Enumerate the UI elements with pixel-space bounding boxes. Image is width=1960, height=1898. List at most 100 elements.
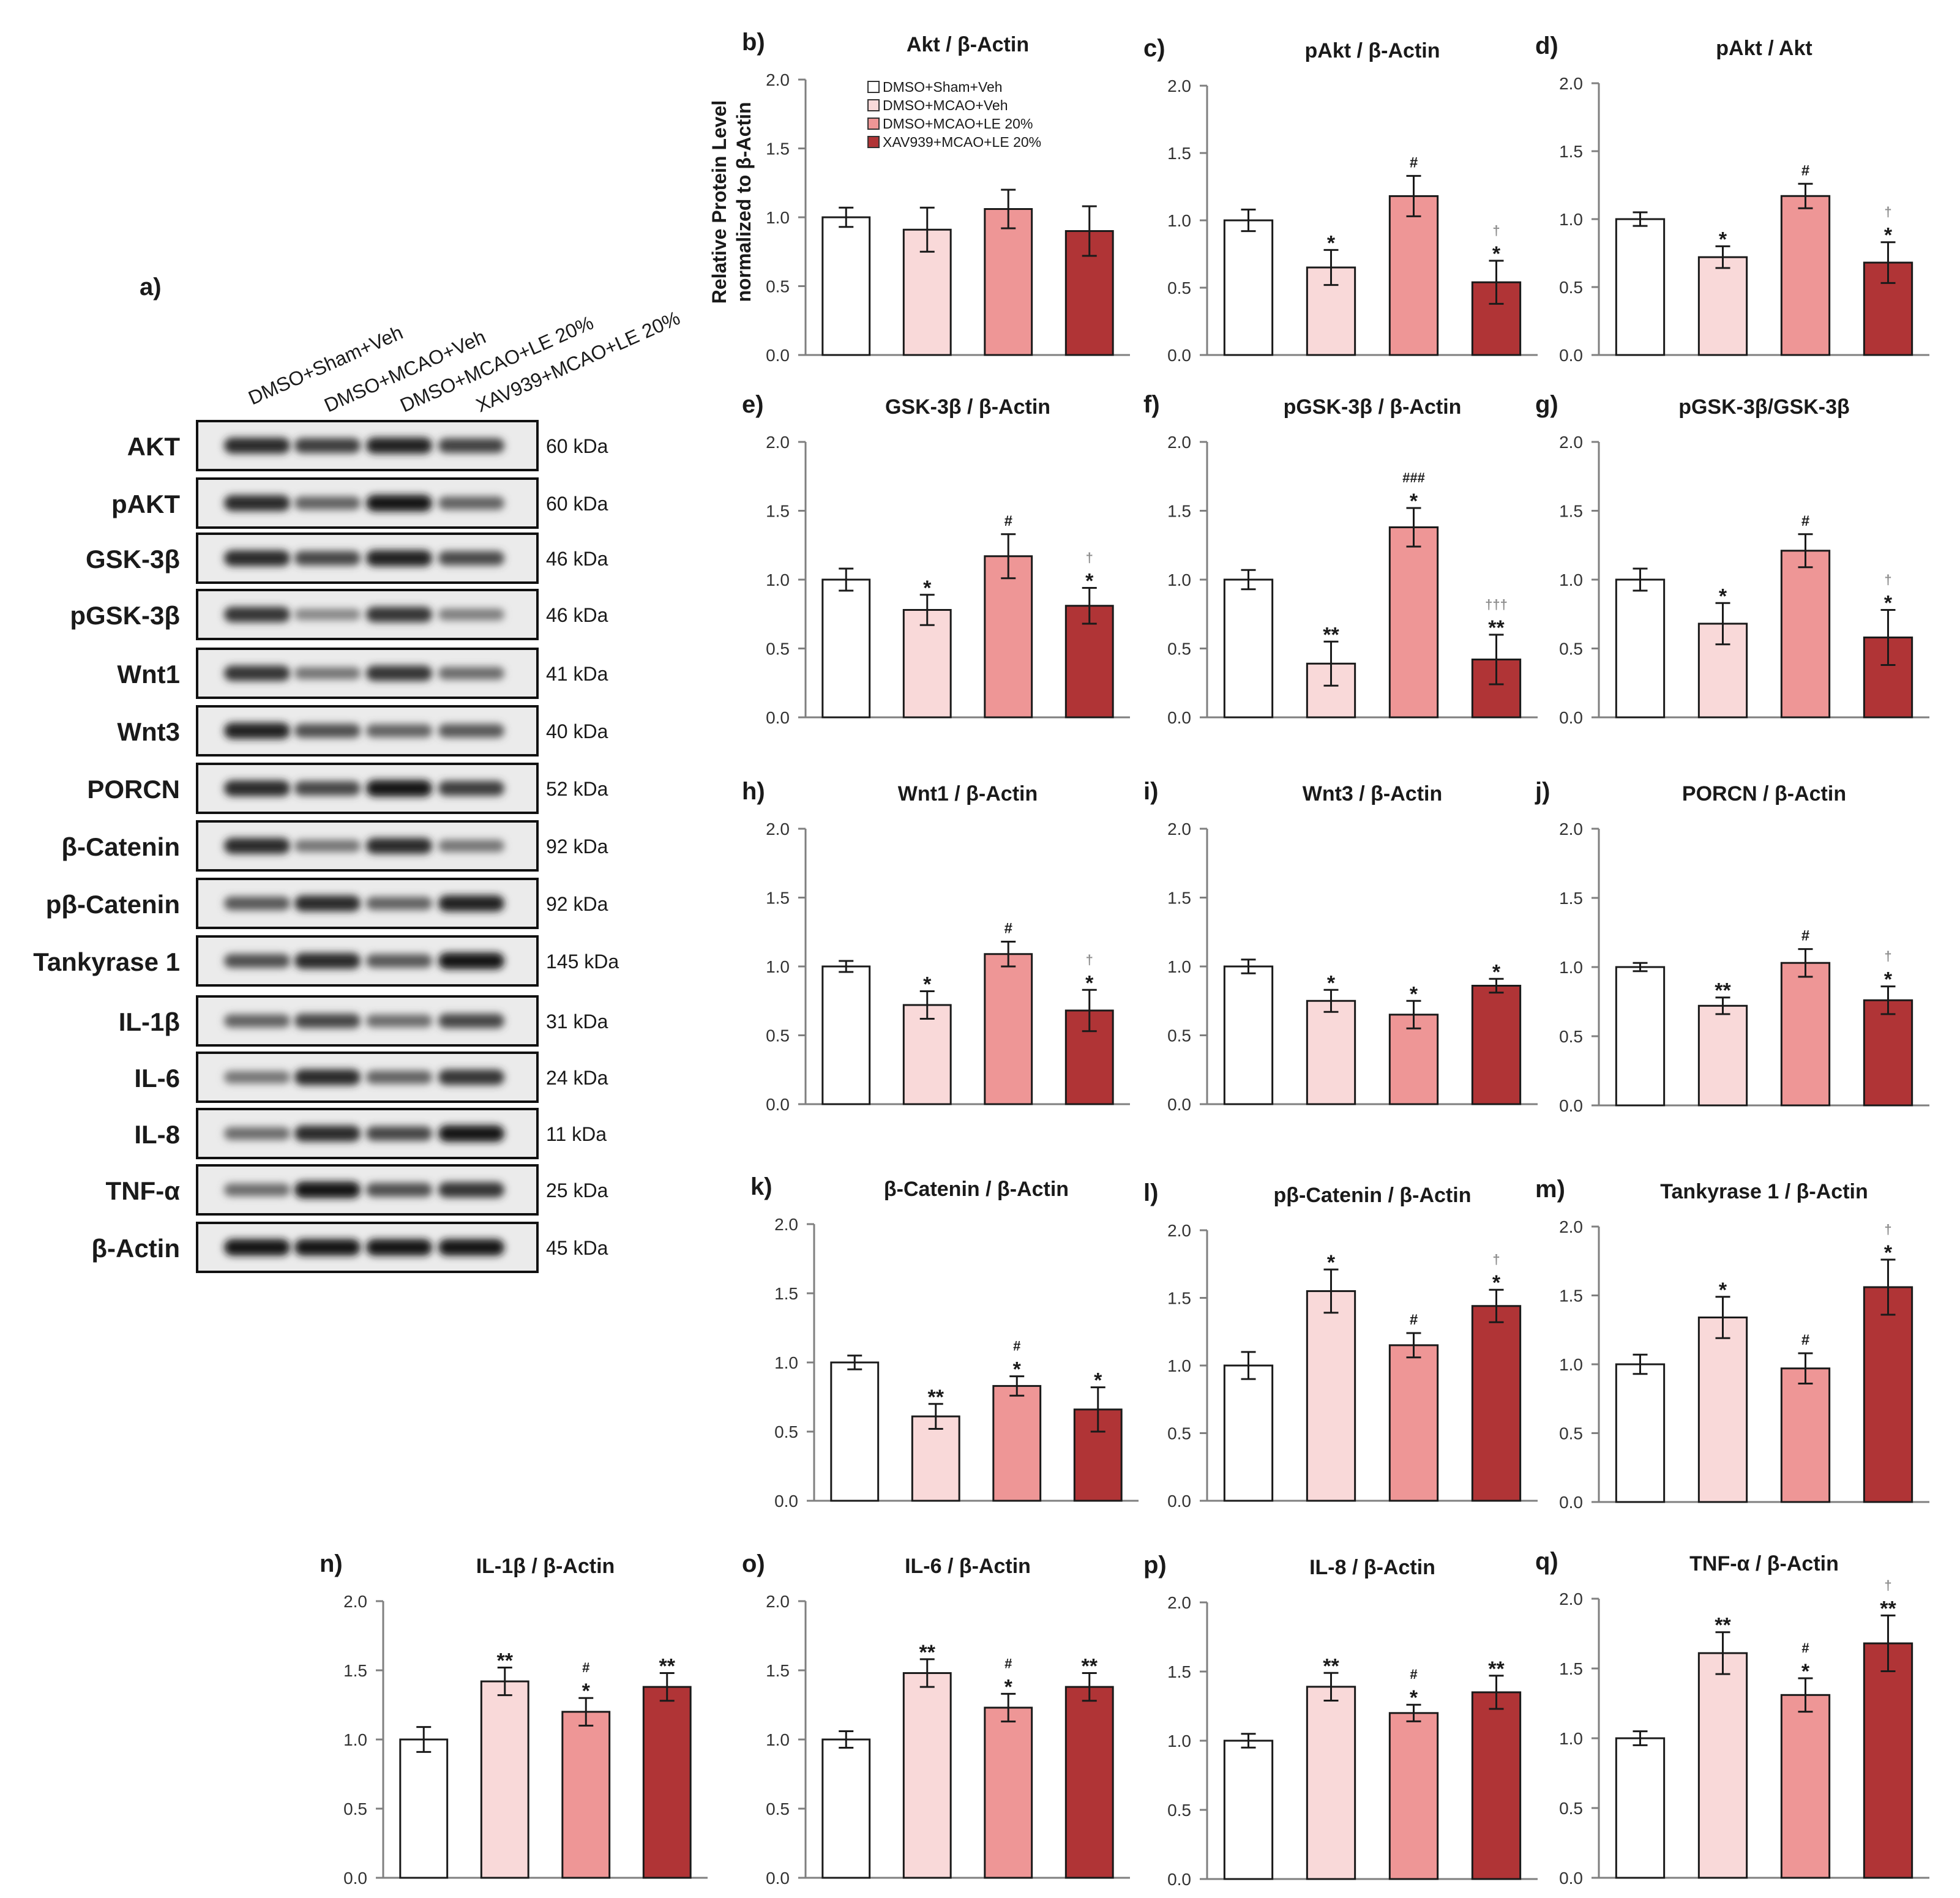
significance-marker: **	[1082, 1655, 1098, 1678]
bar	[1471, 281, 1522, 356]
panel-label: c)	[1143, 35, 1165, 62]
blot-row: IL-1β 31 kDa	[119, 995, 608, 1047]
y-tick-label: 1.5	[343, 1661, 367, 1680]
bar	[1697, 1004, 1748, 1107]
chart-title: GSK-3β / β-Actin	[885, 395, 1050, 419]
y-tick-label: 1.5	[1167, 889, 1191, 908]
y-axis-label-line2: normalized to β-Actin	[733, 102, 755, 302]
blot-band	[366, 1070, 432, 1084]
blot-protein-label: pβ-Catenin	[46, 890, 180, 919]
y-tick-label: 1.5	[766, 1661, 790, 1680]
blot-row: AKT 60 kDa	[127, 420, 608, 471]
significance-marker: *	[1410, 982, 1418, 1006]
chart-title: pAkt / β-Actin	[1305, 39, 1440, 62]
bar	[1863, 999, 1913, 1107]
blot-protein-label: β-Actin	[91, 1234, 180, 1263]
significance-marker: *	[923, 973, 932, 996]
bar	[821, 1738, 871, 1879]
bar	[821, 965, 871, 1105]
significance-marker: *	[1884, 224, 1893, 247]
y-tick-label: 1.5	[766, 140, 790, 159]
bar	[1863, 1642, 1913, 1879]
y-tick-label: 0.0	[1167, 1870, 1191, 1889]
significance-marker: **	[1323, 623, 1339, 646]
significance-marker: #	[1410, 1667, 1417, 1682]
significance-marker: *	[1492, 242, 1501, 266]
blot-band	[224, 780, 290, 796]
y-tick-label: 0.5	[1167, 1026, 1191, 1045]
blot-row: Tankyrase 1 145 kDa	[33, 935, 619, 987]
bar	[984, 1706, 1033, 1879]
significance-marker: #	[1004, 1656, 1012, 1671]
y-tick-label: 2.0	[1167, 77, 1191, 95]
blot-band	[366, 897, 432, 910]
blot-protein-label: GSK-3β	[86, 545, 180, 574]
y-tick-label: 0.0	[766, 1095, 790, 1114]
panel-label: d)	[1535, 32, 1558, 59]
y-tick-label: 1.5	[1167, 502, 1191, 521]
blot-band	[224, 954, 290, 968]
blot-band	[294, 1069, 361, 1085]
significance-marker: #	[1004, 513, 1012, 529]
significance-marker: **	[1488, 616, 1505, 640]
bar	[1615, 1363, 1666, 1503]
bar	[1471, 985, 1522, 1105]
bar	[902, 609, 952, 719]
significance-marker: †	[1884, 1222, 1891, 1237]
blot-band	[366, 838, 432, 854]
significance-marker: *	[1719, 228, 1727, 251]
y-tick-label: 1.0	[1167, 1356, 1191, 1375]
significance-marker: ###	[1402, 470, 1425, 485]
y-tick-label: 0.5	[1559, 1799, 1583, 1818]
blot-row: IL-6 24 kDa	[134, 1052, 608, 1103]
y-tick-label: 2.0	[1559, 433, 1583, 452]
y-tick-label: 2.0	[774, 1215, 798, 1234]
blot-protein-label: Tankyrase 1	[33, 947, 180, 976]
y-tick-label: 1.0	[1167, 211, 1191, 230]
bar-chart: b) Akt / β-Actin 0.0 0.5 1.0 1.5 2.0	[742, 29, 1130, 365]
significance-marker: #	[1801, 1332, 1809, 1348]
y-tick-label: 2.0	[766, 433, 790, 452]
blot-kda-label: 46 kDa	[546, 604, 608, 626]
significance-marker: *	[1719, 1279, 1727, 1302]
blot-band	[224, 722, 290, 739]
bar-chart: e) GSK-3β / β-Actin 0.0 0.5 1.0 1.5 2.0 * # * †	[742, 391, 1130, 727]
blot-band	[366, 1239, 432, 1256]
significance-marker: *	[1327, 971, 1336, 995]
blot-protein-label: IL-6	[134, 1064, 180, 1093]
y-tick-label: 2.0	[1559, 74, 1583, 93]
bar	[1615, 218, 1666, 356]
bar	[1780, 1694, 1831, 1879]
bar-chart: j) PORCN / β-Actin 0.0 0.5 1.0 1.5 2.0 ** # * †	[1535, 778, 1929, 1115]
y-tick-label: 0.0	[774, 1492, 798, 1511]
blot-band	[294, 438, 361, 454]
significance-marker: *	[1884, 592, 1893, 615]
significance-marker: #	[582, 1660, 589, 1675]
y-tick-label: 0.0	[1167, 708, 1191, 727]
bar	[984, 555, 1033, 719]
significance-marker: *	[1719, 585, 1727, 608]
chart-title: IL-6 / β-Actin	[905, 1555, 1031, 1578]
panel-label: h)	[742, 778, 765, 805]
y-tick-label: 0.5	[1167, 1801, 1191, 1820]
y-tick-label: 1.0	[1559, 1729, 1583, 1748]
blot-band	[366, 665, 432, 681]
y-tick-label: 0.5	[766, 1799, 790, 1818]
blot-band	[224, 665, 290, 681]
bar	[1223, 965, 1274, 1105]
blot-row: TNF-α 25 kDa	[106, 1164, 608, 1216]
panel-label: g)	[1535, 391, 1558, 418]
bar	[902, 1004, 952, 1105]
bar	[1388, 526, 1439, 719]
blot-band	[438, 551, 504, 566]
significance-marker: *	[1801, 1660, 1810, 1683]
blot-protein-label: PORCN	[87, 775, 180, 804]
blot-band	[294, 723, 361, 738]
blot-band	[294, 1126, 361, 1141]
significance-marker: *	[1013, 1358, 1022, 1381]
bar	[1615, 966, 1666, 1107]
y-tick-label: 0.0	[1559, 1493, 1583, 1512]
chart-title: IL-1β / β-Actin	[476, 1555, 615, 1578]
